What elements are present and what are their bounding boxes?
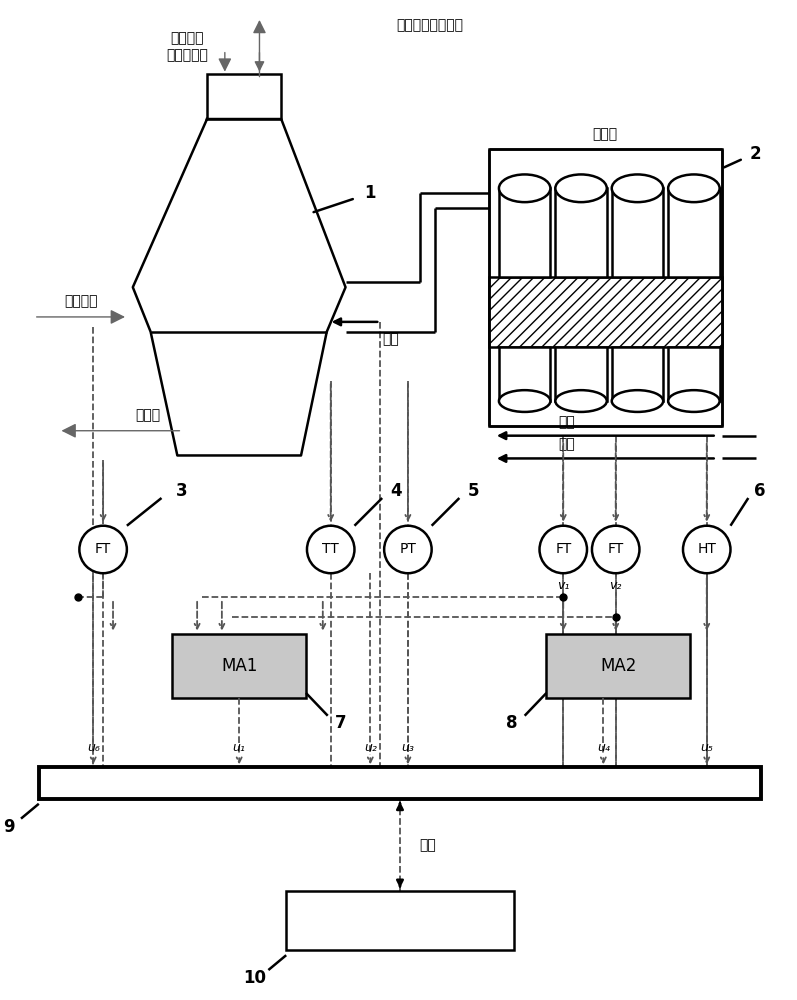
Text: HT: HT	[697, 542, 717, 556]
Bar	[556, 188, 607, 277]
Ellipse shape	[612, 390, 663, 412]
Bar	[547, 634, 690, 698]
Text: v₂: v₂	[610, 579, 622, 592]
Bar	[612, 188, 663, 277]
Text: 9: 9	[3, 818, 15, 836]
Text: u₆: u₆	[87, 741, 100, 754]
Text: u₁: u₁	[233, 741, 245, 754]
Text: 2: 2	[749, 145, 761, 163]
Ellipse shape	[384, 526, 432, 573]
Text: 10: 10	[243, 969, 266, 987]
Text: 冷风: 冷风	[559, 415, 575, 429]
Text: 6: 6	[755, 482, 766, 500]
Bar	[499, 347, 551, 401]
Ellipse shape	[612, 174, 663, 202]
Bar	[489, 277, 721, 347]
Text: 5: 5	[468, 482, 479, 500]
Text: 4: 4	[391, 482, 402, 500]
Ellipse shape	[556, 390, 607, 412]
Ellipse shape	[683, 526, 731, 573]
Text: 矿石、焦
炭、石灰等: 矿石、焦 炭、石灰等	[167, 32, 208, 62]
Ellipse shape	[499, 390, 551, 412]
Bar	[668, 347, 720, 401]
Ellipse shape	[668, 390, 720, 412]
Text: MA2: MA2	[600, 657, 636, 675]
Text: 通讯: 通讯	[420, 838, 437, 852]
Bar	[556, 347, 607, 401]
Text: 8: 8	[506, 714, 517, 732]
Bar	[172, 634, 306, 698]
Ellipse shape	[668, 174, 720, 202]
Text: u₂: u₂	[364, 741, 377, 754]
Bar	[499, 188, 551, 277]
Text: 7: 7	[335, 714, 347, 732]
Ellipse shape	[556, 174, 607, 202]
Text: FT: FT	[95, 542, 112, 556]
Text: 出铁口: 出铁口	[135, 408, 160, 422]
Text: 1: 1	[364, 184, 376, 202]
Ellipse shape	[307, 526, 355, 573]
Ellipse shape	[540, 526, 587, 573]
Text: 热风炉: 热风炉	[593, 127, 618, 141]
Bar	[286, 891, 514, 950]
Bar	[207, 74, 281, 119]
Text: 3: 3	[175, 482, 187, 500]
Text: MA1: MA1	[221, 657, 257, 675]
Text: 热风: 热风	[383, 333, 399, 347]
Text: FT: FT	[607, 542, 624, 556]
Text: FT: FT	[556, 542, 571, 556]
Text: u₃: u₃	[402, 741, 414, 754]
Text: 富氧: 富氧	[559, 438, 575, 452]
Bar	[668, 188, 720, 277]
Bar	[612, 347, 663, 401]
Text: 高炉某气、炉尘等: 高炉某气、炉尘等	[396, 18, 463, 32]
Text: 煤粉噴吹: 煤粉噴吹	[65, 294, 98, 308]
Text: u₄: u₄	[597, 741, 610, 754]
Text: TT: TT	[322, 542, 339, 556]
Ellipse shape	[499, 174, 551, 202]
Text: u₅: u₅	[701, 741, 713, 754]
Polygon shape	[133, 119, 346, 455]
Bar	[39, 767, 761, 799]
Ellipse shape	[592, 526, 639, 573]
Text: v₁: v₁	[557, 579, 569, 592]
Text: PT: PT	[399, 542, 416, 556]
Ellipse shape	[80, 526, 127, 573]
Bar	[489, 149, 721, 426]
